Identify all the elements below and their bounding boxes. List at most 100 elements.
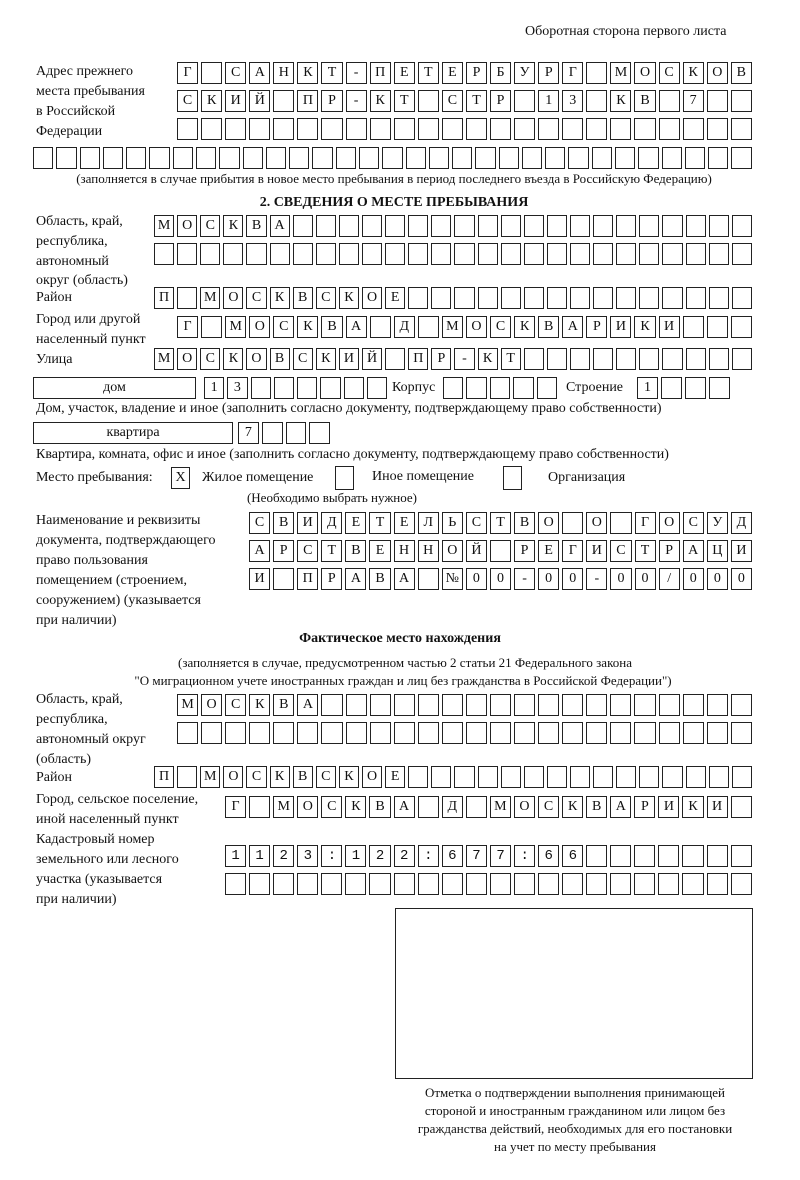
char-cell[interactable]: [345, 873, 367, 895]
char-cell[interactable]: В: [345, 540, 367, 562]
char-cell[interactable]: [408, 287, 429, 309]
char-cell[interactable]: [682, 722, 704, 744]
char-cell[interactable]: -: [345, 90, 367, 112]
char-cell[interactable]: [682, 316, 704, 338]
char-cell[interactable]: [56, 147, 77, 169]
option-residential-checkbox[interactable]: X: [171, 467, 190, 489]
char-cell[interactable]: [685, 215, 706, 237]
char-cell[interactable]: [219, 147, 240, 169]
char-cell[interactable]: П: [369, 62, 391, 84]
char-cell[interactable]: /: [658, 568, 680, 590]
char-cell[interactable]: [730, 694, 752, 716]
char-cell[interactable]: И: [706, 796, 728, 818]
char-cell[interactable]: [489, 377, 511, 399]
char-cell[interactable]: [536, 377, 557, 399]
char-cell[interactable]: [593, 348, 614, 370]
char-cell[interactable]: Г: [177, 62, 199, 84]
char-cell[interactable]: [315, 243, 336, 265]
char-cell[interactable]: [149, 147, 170, 169]
char-cell[interactable]: [273, 845, 295, 867]
char-cell[interactable]: [477, 243, 498, 265]
char-cell[interactable]: [616, 243, 637, 265]
char-cell[interactable]: [225, 722, 247, 744]
char-cell[interactable]: О: [658, 512, 680, 534]
char-cell[interactable]: [562, 845, 584, 867]
char-cell[interactable]: [562, 512, 584, 534]
char-cell[interactable]: 0: [706, 568, 728, 590]
char-cell[interactable]: [730, 796, 752, 818]
char-cell[interactable]: О: [249, 316, 271, 338]
char-cell[interactable]: [514, 722, 536, 744]
char-cell[interactable]: [489, 873, 511, 895]
char-cell[interactable]: С: [249, 512, 271, 534]
char-cell[interactable]: Т: [321, 62, 343, 84]
char-cell[interactable]: К: [269, 287, 290, 309]
char-cell[interactable]: [33, 147, 54, 169]
char-cell[interactable]: С: [273, 316, 295, 338]
char-cell[interactable]: [393, 694, 415, 716]
char-cell[interactable]: О: [201, 694, 223, 716]
char-cell[interactable]: [634, 845, 656, 867]
char-cell[interactable]: [545, 147, 566, 169]
char-cell[interactable]: [616, 348, 637, 370]
char-cell[interactable]: [685, 766, 706, 788]
char-cell[interactable]: Р: [538, 62, 560, 84]
char-cell[interactable]: [366, 377, 387, 399]
char-cell[interactable]: [297, 873, 319, 895]
char-cell[interactable]: Е: [393, 62, 415, 84]
char-cell[interactable]: И: [249, 568, 271, 590]
char-cell[interactable]: В: [321, 316, 343, 338]
char-cell[interactable]: И: [297, 512, 319, 534]
char-cell[interactable]: О: [177, 215, 198, 237]
char-cell[interactable]: [452, 147, 473, 169]
char-cell[interactable]: В: [634, 90, 656, 112]
char-cell[interactable]: [616, 215, 637, 237]
char-cell[interactable]: [465, 845, 487, 867]
char-cell[interactable]: [523, 766, 544, 788]
char-cell[interactable]: Е: [369, 540, 391, 562]
char-cell[interactable]: [568, 147, 589, 169]
char-cell[interactable]: [454, 243, 475, 265]
char-cell[interactable]: [639, 287, 660, 309]
char-cell[interactable]: В: [369, 796, 391, 818]
char-cell[interactable]: [708, 147, 729, 169]
char-cell[interactable]: [321, 118, 343, 140]
char-cell[interactable]: [273, 90, 295, 112]
char-cell[interactable]: [523, 348, 544, 370]
char-cell[interactable]: [285, 422, 307, 444]
char-cell[interactable]: [321, 845, 343, 867]
char-cell[interactable]: В: [269, 348, 290, 370]
char-cell[interactable]: П: [154, 287, 175, 309]
char-cell[interactable]: Т: [489, 512, 512, 534]
char-cell[interactable]: [466, 377, 487, 399]
char-cell[interactable]: [343, 377, 364, 399]
char-cell[interactable]: [639, 243, 660, 265]
char-cell[interactable]: [658, 694, 680, 716]
char-cell[interactable]: -: [345, 62, 367, 84]
char-cell[interactable]: [538, 722, 560, 744]
char-cell[interactable]: Д: [321, 512, 343, 534]
char-cell[interactable]: [538, 118, 560, 140]
char-cell[interactable]: [731, 243, 752, 265]
apartment-type-field[interactable]: квартира: [33, 422, 233, 444]
char-cell[interactable]: С: [682, 512, 704, 534]
char-cell[interactable]: [546, 287, 567, 309]
char-cell[interactable]: [730, 722, 752, 744]
char-cell[interactable]: [269, 243, 290, 265]
char-cell[interactable]: С: [246, 766, 267, 788]
char-cell[interactable]: [431, 215, 452, 237]
char-cell[interactable]: [335, 147, 356, 169]
char-cell[interactable]: [417, 568, 439, 590]
char-cell[interactable]: В: [369, 568, 391, 590]
char-cell[interactable]: [658, 118, 680, 140]
char-cell[interactable]: [369, 118, 391, 140]
char-cell[interactable]: [562, 873, 584, 895]
char-cell[interactable]: [321, 722, 343, 744]
char-cell[interactable]: [706, 873, 728, 895]
char-cell[interactable]: [546, 243, 567, 265]
char-cell[interactable]: Р: [321, 90, 343, 112]
char-cell[interactable]: М: [154, 348, 175, 370]
char-cell[interactable]: [246, 243, 267, 265]
char-cell[interactable]: П: [408, 348, 429, 370]
char-cell[interactable]: [172, 147, 193, 169]
